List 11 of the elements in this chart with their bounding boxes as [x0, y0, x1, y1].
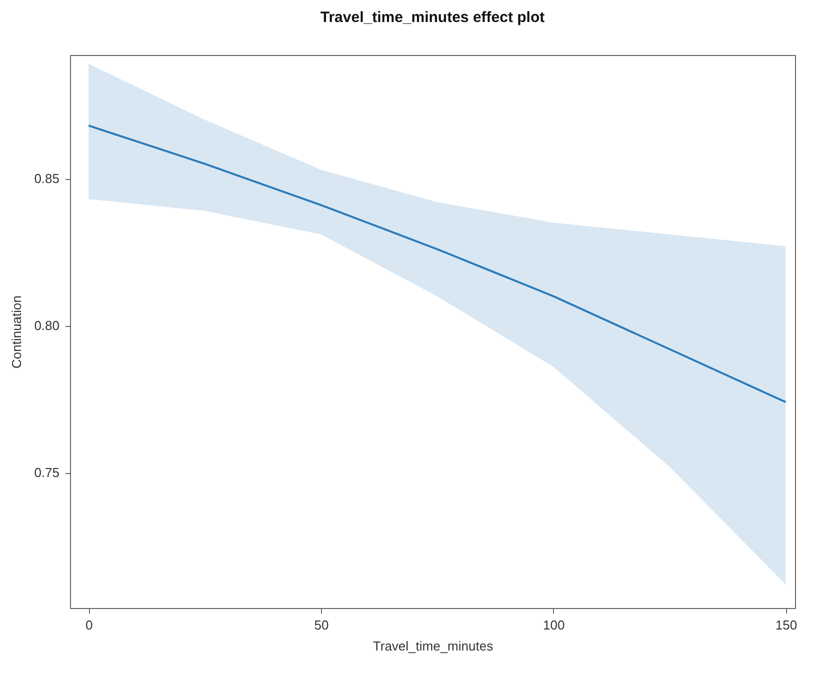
x-tick-label: 0: [85, 618, 93, 632]
x-tick-label: 100: [542, 618, 565, 632]
y-axis-title: Continuation: [9, 296, 24, 368]
x-tick-label: 50: [314, 618, 329, 632]
x-axis-title: Travel_time_minutes: [372, 638, 494, 654]
line-series: [88, 124, 787, 404]
x-tick-label: 150: [775, 618, 798, 632]
y-tick-label: 0.85: [34, 171, 60, 186]
y-tick-label: 0.75: [34, 465, 60, 480]
chart-title: Travel_time_minutes effect plot: [320, 9, 545, 26]
y-tick-label: 0.80: [34, 318, 60, 334]
